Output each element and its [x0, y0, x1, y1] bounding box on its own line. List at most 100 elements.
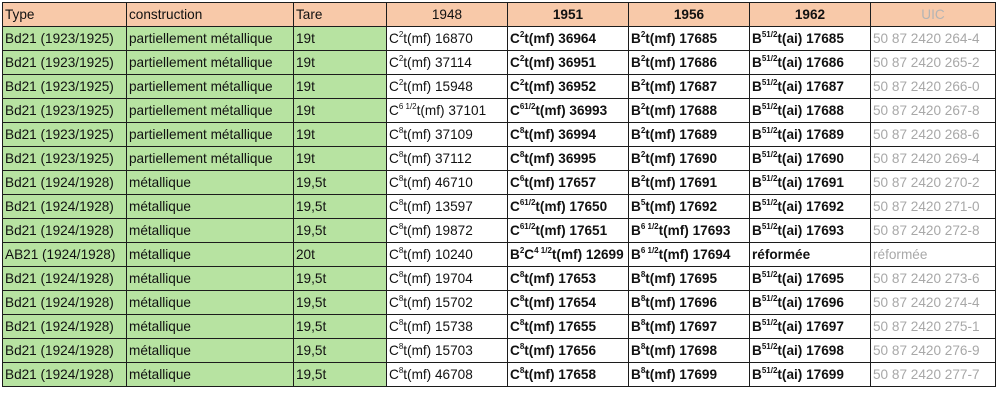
cell-1948[interactable]: C2t(mf) 37114 [386, 50, 508, 75]
cell-1951[interactable]: C8t(mf) 36994 [507, 122, 629, 147]
cell-1951[interactable]: C2t(mf) 36952 [507, 74, 629, 99]
header-1956[interactable]: 1956 [628, 2, 750, 27]
cell-1951[interactable]: C61/2t(mf) 17650 [507, 194, 629, 219]
cell-uic[interactable]: réformée [870, 242, 996, 267]
cell-uic[interactable]: 50 87 2420 267-8 [870, 98, 996, 123]
cell-construction[interactable]: métallique [126, 194, 294, 219]
header-uic[interactable]: UIC [870, 2, 996, 27]
cell-tare[interactable]: 19,5t [293, 314, 387, 339]
cell-1951[interactable]: C2t(mf) 36964 [507, 26, 629, 51]
cell-tare[interactable]: 19t [293, 146, 387, 171]
cell-uic[interactable]: 50 87 2420 273-6 [870, 266, 996, 291]
cell-1948[interactable]: C8t(mf) 37109 [386, 122, 508, 147]
cell-1956[interactable]: B8t(mf) 17699 [628, 362, 750, 387]
cell-construction[interactable]: métallique [126, 290, 294, 315]
cell-1962[interactable]: réformée [749, 242, 871, 267]
cell-1951[interactable]: C8t(mf) 17654 [507, 290, 629, 315]
cell-1962[interactable]: B51/2t(ai) 17685 [749, 26, 871, 51]
header-1951[interactable]: 1951 [507, 2, 629, 27]
cell-construction[interactable]: partiellement métallique [126, 26, 294, 51]
cell-1948[interactable]: C8t(mf) 10240 [386, 242, 508, 267]
cell-type[interactable]: Bd21 (1923/1925) [2, 74, 127, 99]
cell-construction[interactable]: partiellement métallique [126, 74, 294, 99]
cell-tare[interactable]: 19,5t [293, 218, 387, 243]
cell-construction[interactable]: métallique [126, 338, 294, 363]
cell-1951[interactable]: C61/2t(mf) 36993 [507, 98, 629, 123]
cell-1948[interactable]: C8t(mf) 19872 [386, 218, 508, 243]
cell-1956[interactable]: B8t(mf) 17695 [628, 266, 750, 291]
cell-type[interactable]: AB21 (1924/1928) [2, 242, 127, 267]
header-type[interactable]: Type [2, 2, 127, 27]
cell-construction[interactable]: partiellement métallique [126, 50, 294, 75]
cell-type[interactable]: Bd21 (1924/1928) [2, 338, 127, 363]
header-tare[interactable]: Tare [293, 2, 387, 27]
cell-1948[interactable]: C8t(mf) 19704 [386, 266, 508, 291]
cell-tare[interactable]: 19,5t [293, 338, 387, 363]
cell-uic[interactable]: 50 87 2420 271-0 [870, 194, 996, 219]
cell-1951[interactable]: C61/2t(mf) 17651 [507, 218, 629, 243]
cell-1951[interactable]: C8t(mf) 17656 [507, 338, 629, 363]
cell-1956[interactable]: B2t(mf) 17689 [628, 122, 750, 147]
cell-1962[interactable]: B51/2t(ai) 17688 [749, 98, 871, 123]
cell-tare[interactable]: 19t [293, 74, 387, 99]
cell-uic[interactable]: 50 87 2420 269-4 [870, 146, 996, 171]
cell-tare[interactable]: 19t [293, 26, 387, 51]
cell-type[interactable]: Bd21 (1924/1928) [2, 314, 127, 339]
cell-construction[interactable]: métallique [126, 266, 294, 291]
cell-1951[interactable]: C2t(mf) 36951 [507, 50, 629, 75]
cell-1948[interactable]: C8t(mf) 46708 [386, 362, 508, 387]
cell-1948[interactable]: C8t(mf) 46710 [386, 170, 508, 195]
cell-1956[interactable]: B2t(mf) 17688 [628, 98, 750, 123]
cell-construction[interactable]: métallique [126, 314, 294, 339]
cell-type[interactable]: Bd21 (1923/1925) [2, 26, 127, 51]
cell-type[interactable]: Bd21 (1923/1925) [2, 98, 127, 123]
cell-1951[interactable]: C8t(mf) 17655 [507, 314, 629, 339]
cell-1962[interactable]: B51/2t(ai) 17690 [749, 146, 871, 171]
cell-1956[interactable]: B8t(mf) 17698 [628, 338, 750, 363]
cell-1962[interactable]: B51/2t(ai) 17699 [749, 362, 871, 387]
cell-tare[interactable]: 19t [293, 50, 387, 75]
cell-construction[interactable]: métallique [126, 242, 294, 267]
cell-1948[interactable]: C8t(mf) 15738 [386, 314, 508, 339]
cell-tare[interactable]: 19t [293, 98, 387, 123]
cell-tare[interactable]: 19t [293, 122, 387, 147]
cell-1956[interactable]: B2t(mf) 17687 [628, 74, 750, 99]
cell-1962[interactable]: B51/2t(ai) 17686 [749, 50, 871, 75]
cell-uic[interactable]: 50 87 2420 266-0 [870, 74, 996, 99]
cell-uic[interactable]: 50 87 2420 264-4 [870, 26, 996, 51]
cell-construction[interactable]: métallique [126, 218, 294, 243]
cell-1956[interactable]: B2t(mf) 17690 [628, 146, 750, 171]
cell-construction[interactable]: partiellement métallique [126, 98, 294, 123]
cell-1951[interactable]: C8t(mf) 17653 [507, 266, 629, 291]
cell-construction[interactable]: métallique [126, 170, 294, 195]
cell-1956[interactable]: B6 1/2t(mf) 17693 [628, 218, 750, 243]
cell-1956[interactable]: B2t(mf) 17686 [628, 50, 750, 75]
cell-tare[interactable]: 19,5t [293, 290, 387, 315]
cell-construction[interactable]: métallique [126, 362, 294, 387]
cell-tare[interactable]: 19,5t [293, 266, 387, 291]
cell-uic[interactable]: 50 87 2420 275-1 [870, 314, 996, 339]
cell-1962[interactable]: B51/2t(ai) 17697 [749, 314, 871, 339]
cell-1962[interactable]: B51/2t(ai) 17698 [749, 338, 871, 363]
cell-1956[interactable]: B8t(mf) 17697 [628, 314, 750, 339]
cell-uic[interactable]: 50 87 2420 272-8 [870, 218, 996, 243]
cell-type[interactable]: Bd21 (1923/1925) [2, 122, 127, 147]
cell-uic[interactable]: 50 87 2420 270-2 [870, 170, 996, 195]
cell-uic[interactable]: 50 87 2420 274-4 [870, 290, 996, 315]
cell-1948[interactable]: C8t(mf) 15702 [386, 290, 508, 315]
cell-1951[interactable]: B2C4 1/2t(mf) 12699 [507, 242, 629, 267]
cell-1962[interactable]: B51/2t(ai) 17689 [749, 122, 871, 147]
cell-type[interactable]: Bd21 (1924/1928) [2, 362, 127, 387]
cell-1948[interactable]: C8t(mf) 15703 [386, 338, 508, 363]
cell-1948[interactable]: C8t(mf) 37112 [386, 146, 508, 171]
cell-1948[interactable]: C6 1/2t(mf) 37101 [386, 98, 508, 123]
cell-1951[interactable]: C8t(mf) 36995 [507, 146, 629, 171]
cell-1951[interactable]: C6t(mf) 17657 [507, 170, 629, 195]
cell-tare[interactable]: 19,5t [293, 194, 387, 219]
cell-1962[interactable]: B51/2t(ai) 17691 [749, 170, 871, 195]
cell-tare[interactable]: 19,5t [293, 362, 387, 387]
cell-1948[interactable]: C8t(mf) 13597 [386, 194, 508, 219]
cell-1962[interactable]: B51/2t(ai) 17692 [749, 194, 871, 219]
cell-uic[interactable]: 50 87 2420 276-9 [870, 338, 996, 363]
header-construction[interactable]: construction [126, 2, 294, 27]
